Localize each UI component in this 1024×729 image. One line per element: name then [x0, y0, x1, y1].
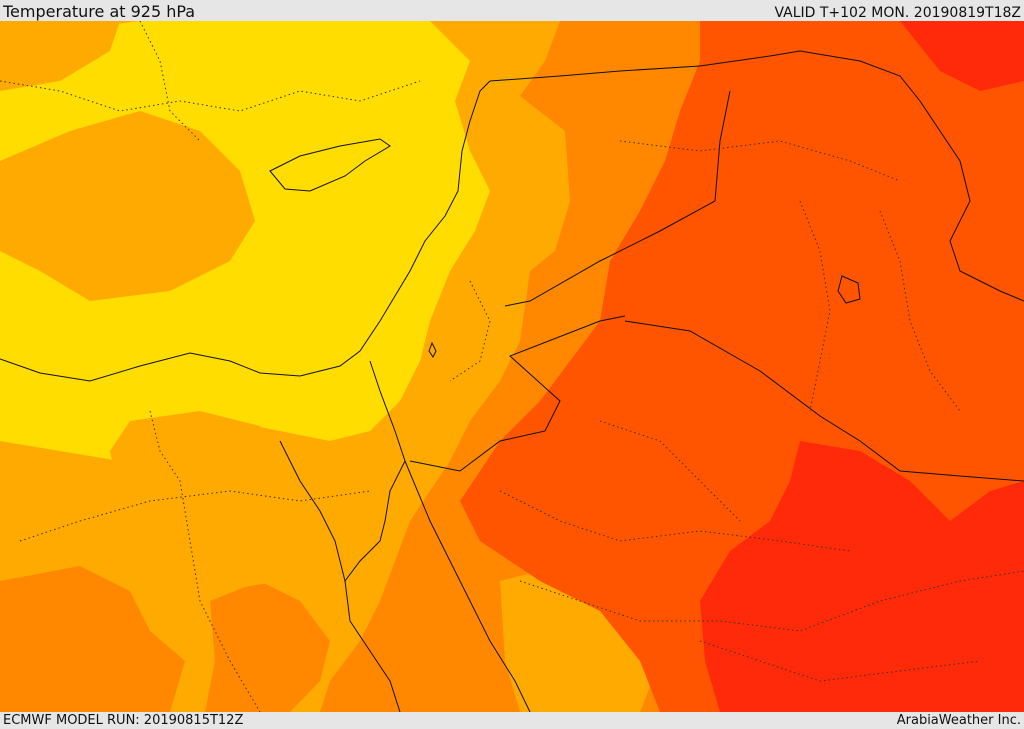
model-run-label: ECMWF MODEL RUN: 20190815T12Z	[3, 713, 244, 728]
coastline-levant-sinai	[344, 360, 406, 712]
temp-band-light-orange-nile	[110, 411, 300, 591]
coastline-red-sea-east	[404, 460, 531, 712]
map-title: Temperature at 925 hPa	[3, 2, 196, 21]
admin-border-12	[449, 280, 491, 382]
valid-time: VALID T+102 MON. 20190819T18Z	[774, 5, 1021, 21]
temp-band-orange-southwest	[0, 566, 185, 712]
lake-iraq	[837, 275, 861, 304]
coastline-cyprus	[269, 138, 391, 192]
border-jordan-saudi	[409, 315, 626, 472]
coastline-turkey-south	[0, 80, 491, 382]
temperature-map	[0, 21, 1024, 712]
border-suez-coast	[279, 440, 346, 582]
temp-band-light-orange-nw	[0, 21, 120, 91]
border-syria-iraq	[489, 50, 921, 102]
border-iran-iraq	[919, 100, 1024, 302]
map-canvas	[0, 21, 1024, 712]
temp-band-light-orange-anatolia	[0, 111, 255, 301]
admin-border-11	[699, 640, 981, 682]
lake-sea-of-galilee	[428, 341, 437, 358]
credit-label: ArabiaWeather Inc.	[896, 713, 1021, 728]
temp-band-red	[700, 441, 1024, 712]
temp-band-yellow-turkey-west	[250, 21, 300, 61]
map-header: Temperature at 925 hPa VALID T+102 MON. …	[0, 0, 1024, 21]
border-iraq-west	[504, 90, 731, 307]
admin-border-4	[149, 410, 261, 712]
temp-band-orange-egypt	[205, 581, 330, 712]
admin-border-9	[879, 210, 961, 412]
admin-border-10	[599, 420, 741, 522]
admin-border-3	[19, 490, 371, 542]
temp-band-light-orange-south	[500, 566, 660, 712]
map-footer: ECMWF MODEL RUN: 20190815T12Z ArabiaWeat…	[0, 712, 1024, 729]
temp-band-red-east	[900, 21, 1024, 91]
admin-border-6	[519, 570, 1024, 632]
border-iraq-saudi	[624, 320, 1024, 482]
